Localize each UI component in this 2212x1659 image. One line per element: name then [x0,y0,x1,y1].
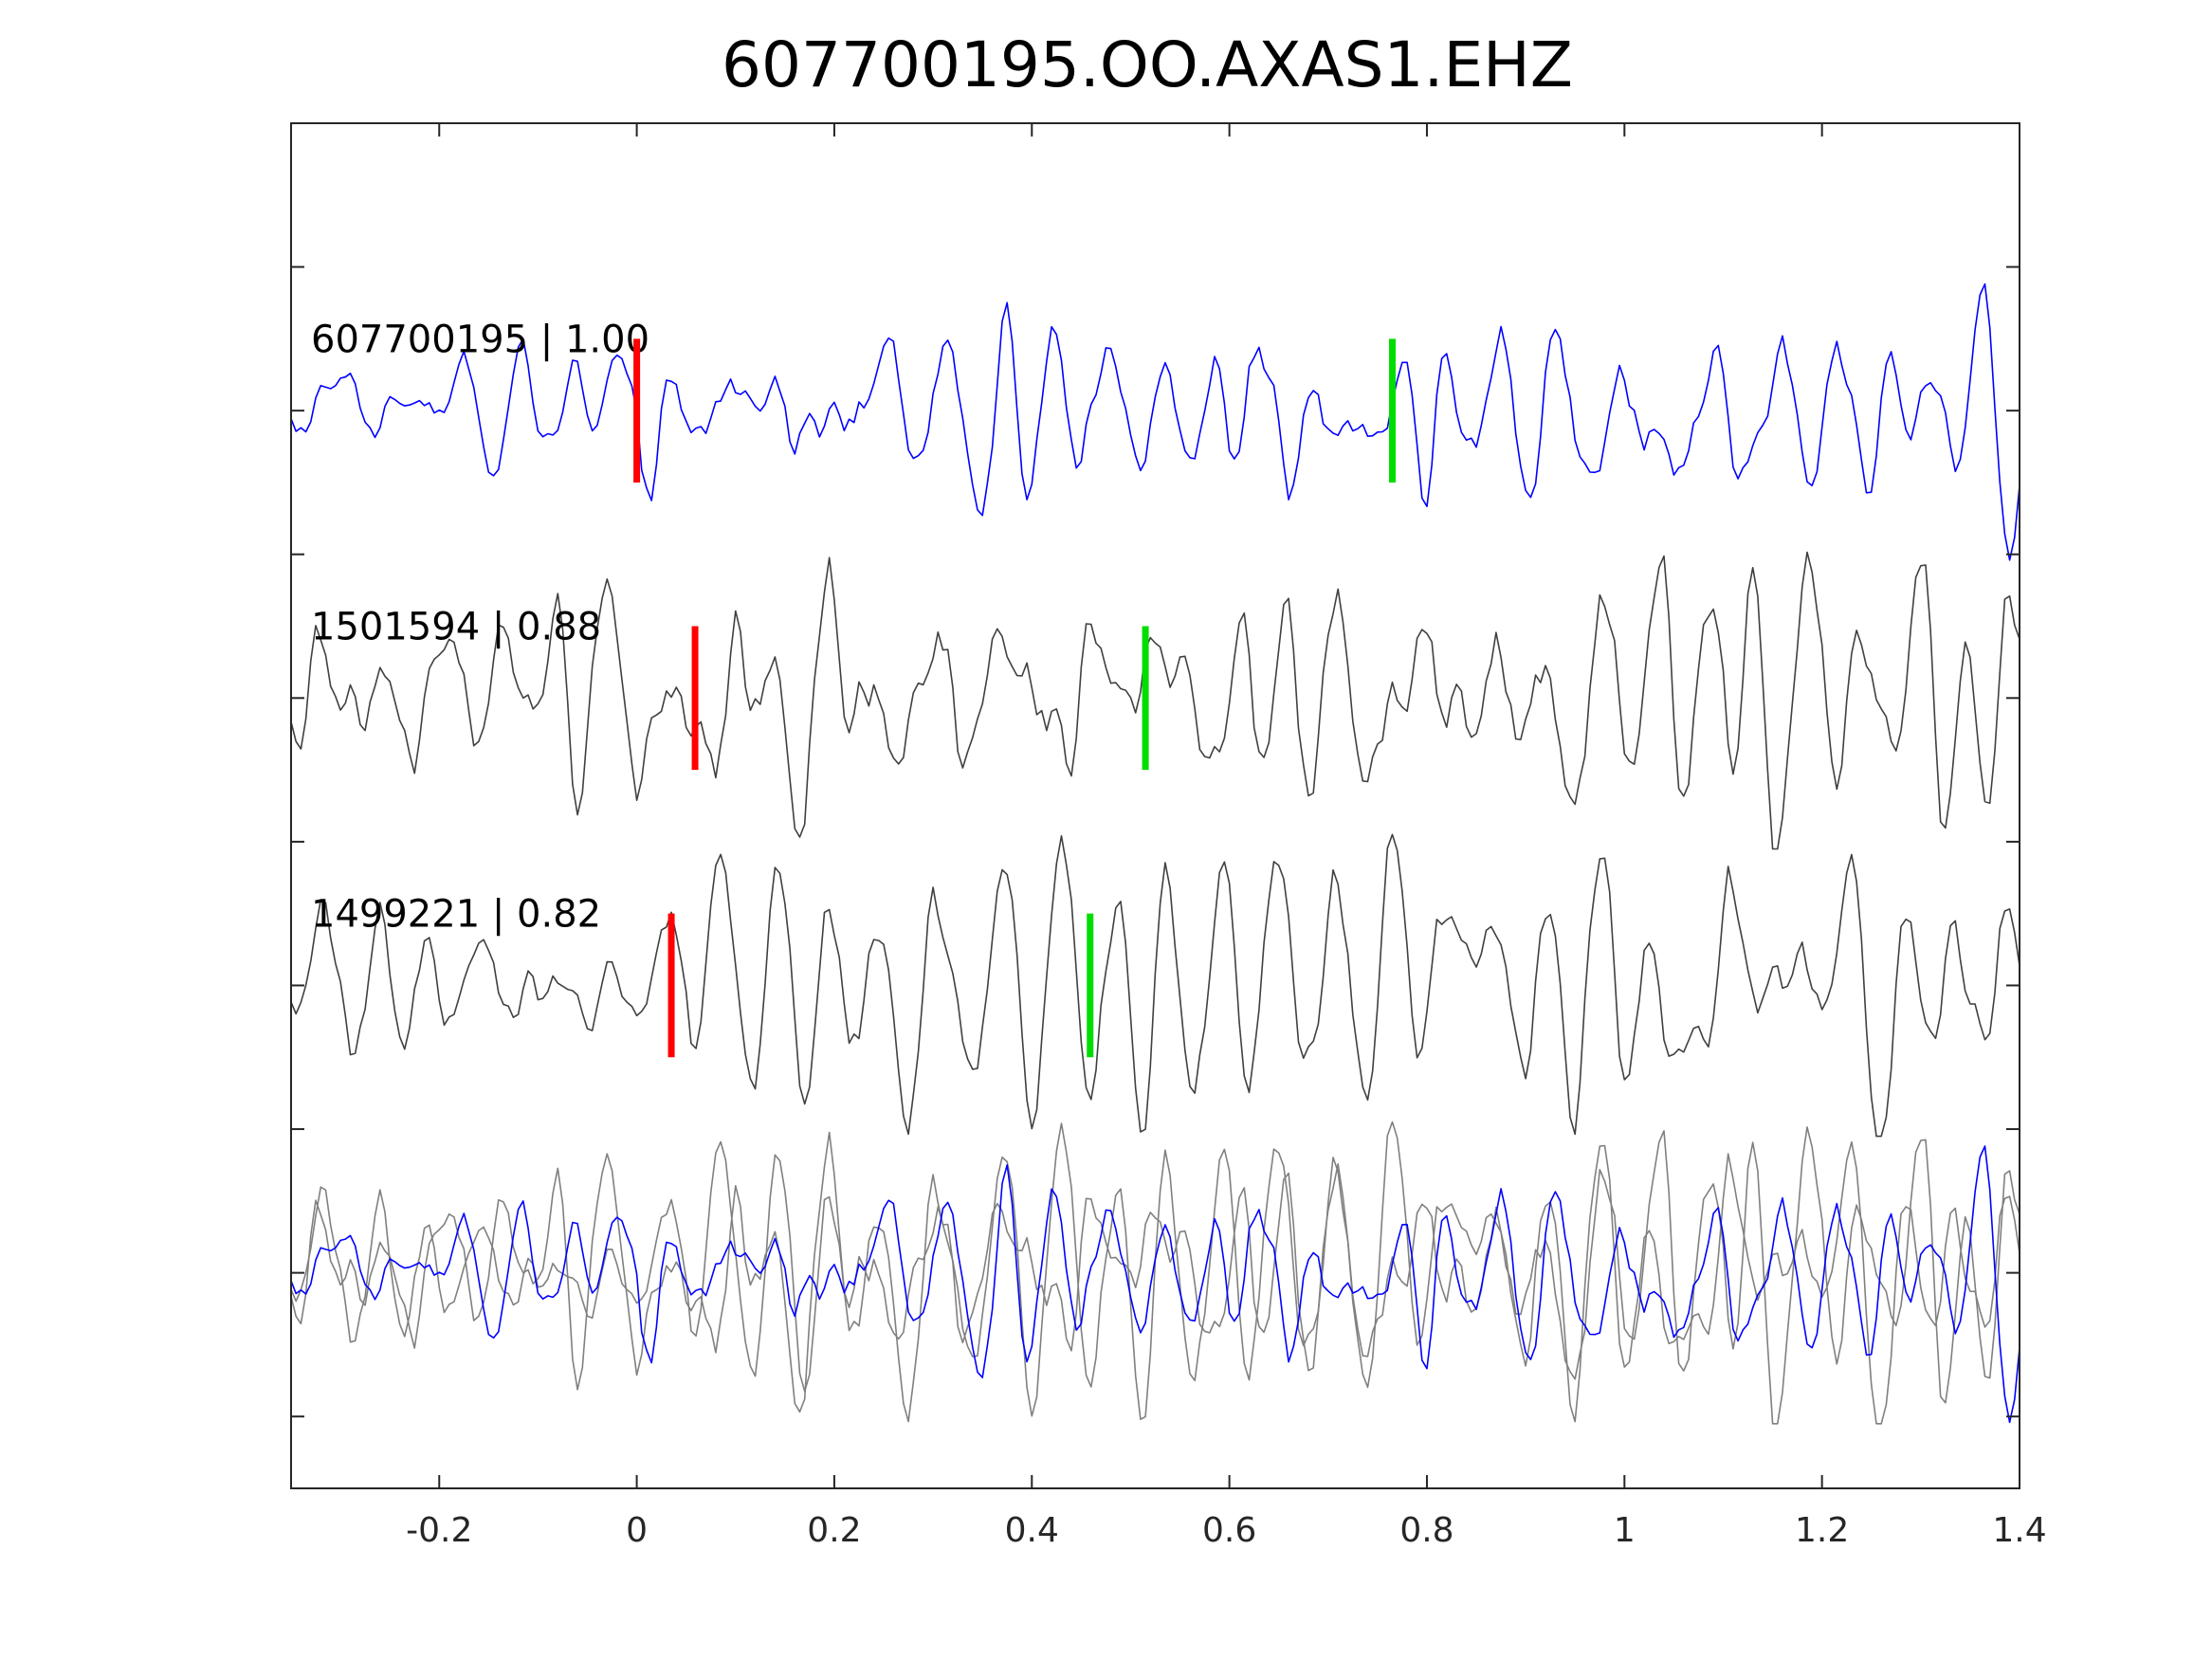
x-tick-label: 0.6 [1202,1511,1256,1550]
trace-1 [290,551,2020,850]
x-tick-label: 0 [626,1511,648,1550]
trace-2 [290,833,2020,1138]
trace-0 [290,283,2020,561]
x-tick-label: -0.2 [406,1511,472,1550]
stack-trace-2 [290,1121,2020,1425]
chart-title: 607700195.OO.AXAS1.EHZ [721,28,1574,101]
x-tick-label: 0.4 [1005,1511,1059,1550]
stack-trace-master [290,1145,2020,1424]
x-tick-label: 1.2 [1795,1511,1849,1550]
trace-label-1: 1501594 | 0.88 [311,606,601,649]
x-tick-label: 0.2 [807,1511,861,1550]
stack-trace-1 [290,1126,2020,1425]
trace-label-0: 607700195 | 1.00 [311,318,649,361]
x-tick-label: 1 [1614,1511,1636,1550]
x-tick-label: 1.4 [1992,1511,2046,1550]
trace-label-2: 1499221 | 0.82 [311,893,601,937]
x-tick-label: 0.8 [1399,1511,1453,1550]
axes-box [290,122,2020,1489]
